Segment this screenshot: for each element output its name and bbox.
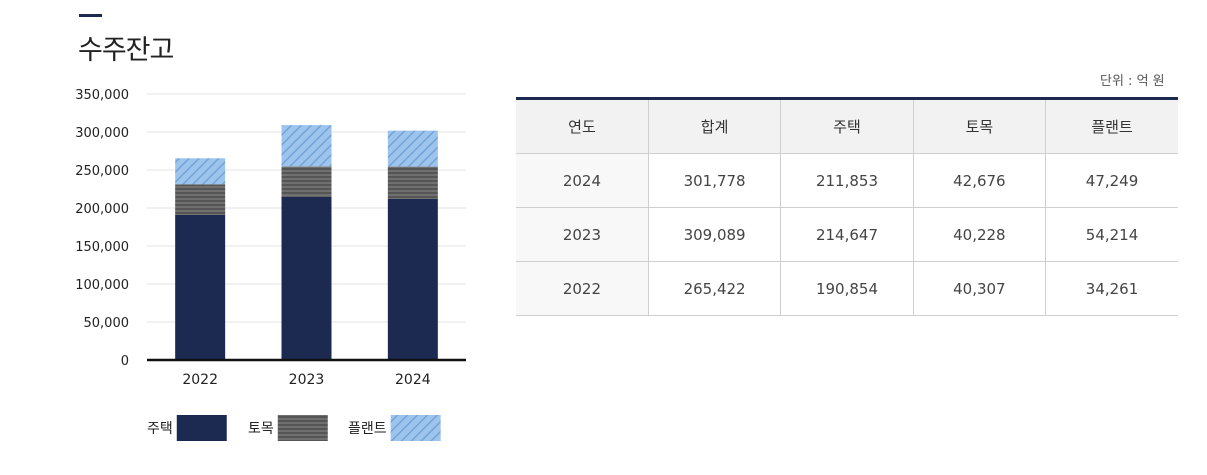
cell-civil: 40,307: [913, 261, 1047, 316]
header-housing: 주택: [780, 98, 914, 154]
bar-segment-plant: [387, 130, 438, 167]
cell-year: 2024: [516, 153, 649, 208]
cell-year: 2022: [516, 261, 649, 316]
header-year: 연도: [516, 98, 649, 154]
y-tick-label: 0: [121, 354, 129, 369]
header-civil: 토목: [913, 98, 1047, 154]
bars: [175, 125, 438, 360]
table-header-row: 연도 합계 주택 토목 플랜트: [516, 98, 1178, 154]
table-row: 2022 265,422 190,854 40,307 34,261: [516, 261, 1178, 316]
y-tick-label: 350,000: [75, 88, 129, 103]
y-tick-label: 300,000: [75, 126, 129, 141]
cell-civil: 42,676: [913, 153, 1047, 208]
y-axis-tick-labels: 0 50,000 100,000 150,000 200,000 250,000 300,0…: [75, 88, 129, 369]
cell-year: 2023: [516, 207, 649, 262]
cell-housing: 211,853: [780, 153, 914, 208]
cell-total: 309,089: [648, 207, 782, 262]
bar-segment-housing: [175, 214, 226, 360]
table-row: 2023 309,089 214,647 40,228 54,214: [516, 207, 1178, 262]
cell-housing: 214,647: [780, 207, 914, 262]
legend: 주택 토목 플랜트: [147, 415, 441, 441]
legend-civil-swatch: [277, 415, 328, 441]
title-accent-bar: [79, 14, 102, 17]
cell-total: 301,778: [648, 153, 782, 208]
header-plant: 플랜트: [1045, 98, 1178, 154]
stacked-bar-chart: 0 50,000 100,000 150,000 200,000 250,000 300,0…: [75, 88, 466, 441]
bar-segment-civil: [175, 184, 226, 215]
cell-total: 265,422: [648, 261, 782, 316]
page-title: 수주잔고: [78, 35, 174, 66]
cell-plant: 34,261: [1045, 261, 1178, 316]
y-tick-label: 200,000: [75, 202, 129, 217]
bar-segment-plant: [175, 158, 226, 185]
x-tick-label: 2024: [395, 372, 431, 388]
y-tick-label: 150,000: [75, 240, 129, 255]
legend-housing-label: 주택: [147, 421, 173, 437]
bar-segment-plant: [281, 125, 332, 167]
x-tick-label: 2022: [182, 372, 218, 388]
cell-housing: 190,854: [780, 261, 914, 316]
cell-plant: 47,249: [1045, 153, 1178, 208]
y-tick-label: 250,000: [75, 164, 129, 179]
bar-segment-civil: [387, 166, 438, 199]
legend-plant-label: 플랜트: [348, 421, 387, 437]
table-row: 2024 301,778 211,853 42,676 47,249: [516, 153, 1178, 208]
unit-label: 단위 : 억 원: [1100, 74, 1165, 89]
cell-plant: 54,214: [1045, 207, 1178, 262]
y-tick-label: 50,000: [84, 316, 130, 331]
legend-civil-label: 토목: [248, 421, 274, 437]
bar-segment-housing: [281, 196, 332, 360]
header-total: 합계: [648, 98, 782, 154]
legend-housing-swatch: [176, 415, 227, 441]
legend-plant-swatch: [390, 415, 441, 441]
bar-segment-civil: [281, 166, 332, 197]
order-backlog-table: 연도 합계 주택 토목 플랜트 2024 301,778 211,853 42,…: [516, 97, 1178, 316]
y-tick-label: 100,000: [75, 278, 129, 293]
x-tick-label: 2023: [289, 372, 325, 388]
cell-civil: 40,228: [913, 207, 1047, 262]
x-axis-tick-labels: 2022 2023 2024: [182, 372, 430, 388]
bar-segment-housing: [387, 198, 438, 360]
